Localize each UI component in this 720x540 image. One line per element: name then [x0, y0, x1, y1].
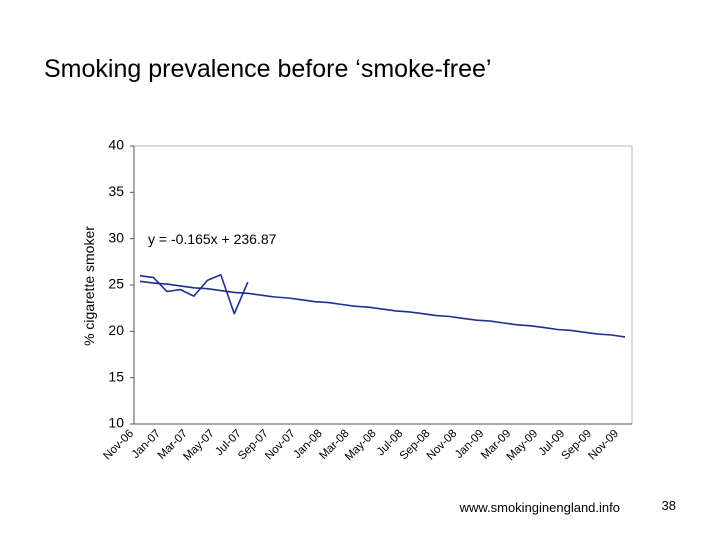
y-tick-label: 40: [108, 137, 124, 153]
footer-url: www.smokinginengland.info: [459, 500, 620, 515]
page-number: 38: [662, 498, 676, 513]
y-axis-label: % cigarette smoker: [81, 226, 97, 346]
y-tick-label: 10: [108, 415, 124, 431]
x-tick-label: Nov-06: [101, 428, 136, 463]
y-tick-label: 15: [108, 368, 124, 384]
y-tick-label: 30: [108, 229, 124, 245]
y-tick-label: 20: [108, 322, 124, 338]
x-tick-label: Nov-08: [425, 428, 460, 463]
series-line: [139, 274, 249, 315]
y-tick-label: 35: [108, 183, 124, 199]
plot-border: [133, 145, 633, 425]
trend-equation: y = -0.165x + 236.87: [148, 231, 277, 247]
series-line: [139, 280, 626, 338]
x-tick-label: Nov-07: [263, 428, 298, 463]
y-tick-label: 25: [108, 276, 124, 292]
slide-title: Smoking prevalence before ‘smoke-free’: [44, 55, 491, 83]
x-tick-label: Nov-09: [586, 428, 621, 463]
